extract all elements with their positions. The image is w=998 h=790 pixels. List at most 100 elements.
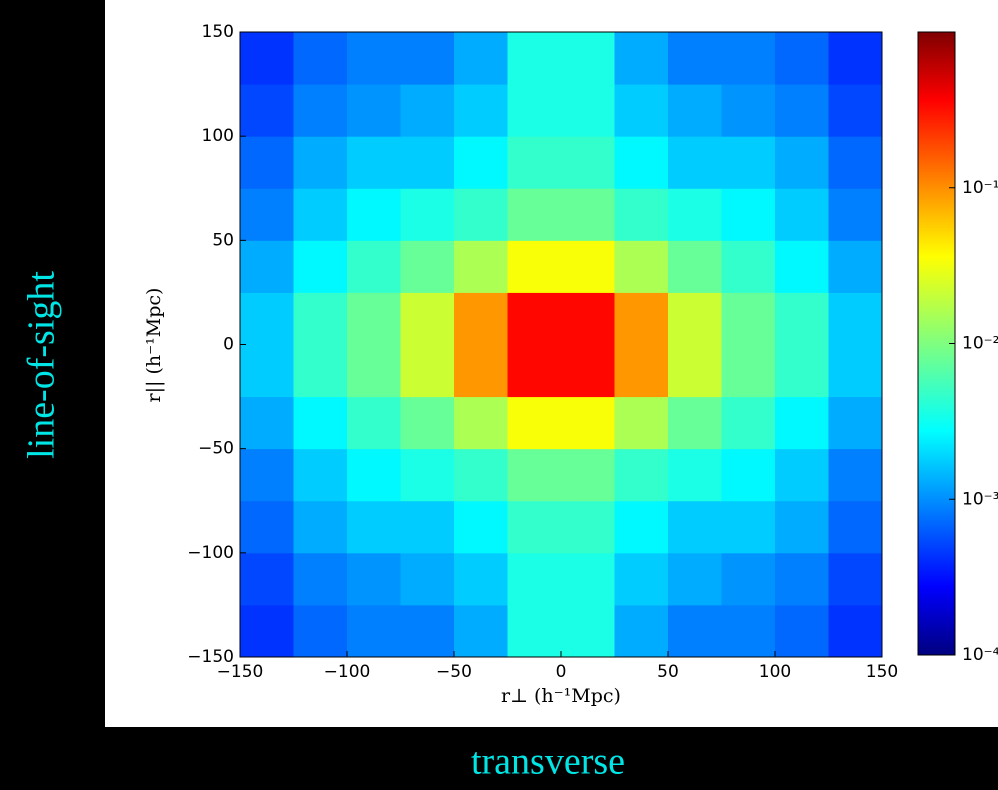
heat-cell bbox=[454, 32, 508, 85]
heat-cell bbox=[614, 396, 669, 450]
heat-cell bbox=[668, 396, 722, 450]
heat-cell bbox=[240, 240, 294, 293]
heat-cell bbox=[721, 396, 776, 450]
heat-cell bbox=[561, 136, 615, 189]
heat-cell bbox=[240, 396, 294, 450]
heat-cell bbox=[400, 32, 455, 85]
heat-cell bbox=[454, 240, 508, 293]
heat-cell bbox=[454, 500, 508, 554]
y-side-label: line-of-sight bbox=[21, 271, 63, 459]
heat-cell bbox=[561, 188, 615, 241]
heat-cell bbox=[828, 292, 883, 345]
heat-cell bbox=[347, 188, 401, 241]
heat-cell bbox=[240, 344, 294, 398]
heat-cell bbox=[775, 292, 829, 345]
y-tick-label: 50 bbox=[212, 230, 234, 250]
heat-cell bbox=[721, 188, 776, 241]
heat-cell bbox=[561, 84, 615, 137]
heat-cell bbox=[347, 344, 401, 398]
heat-cell bbox=[614, 84, 669, 137]
heat-cell bbox=[614, 240, 669, 293]
heat-cell bbox=[614, 552, 669, 606]
heat-cell bbox=[240, 188, 294, 241]
x-tick-label: −50 bbox=[436, 662, 472, 682]
heat-cell bbox=[614, 344, 669, 398]
heat-cell bbox=[454, 604, 508, 658]
heat-cell bbox=[347, 396, 401, 450]
heat-cell bbox=[668, 32, 722, 85]
heat-cell bbox=[668, 292, 722, 345]
heat-cell bbox=[240, 292, 294, 345]
heat-cell bbox=[400, 188, 455, 241]
heat-cell bbox=[347, 84, 401, 137]
heat-cell bbox=[507, 500, 562, 554]
heat-cell bbox=[293, 552, 348, 606]
heat-cell bbox=[614, 448, 669, 502]
heat-cell bbox=[668, 448, 722, 502]
heat-cell bbox=[240, 604, 294, 658]
heat-cell bbox=[614, 32, 669, 85]
heat-cell bbox=[775, 552, 829, 606]
colorbar-tick-label: 10⁻² bbox=[962, 334, 998, 354]
x-tick-label: −100 bbox=[324, 662, 371, 682]
heat-cell bbox=[293, 32, 348, 85]
y-tick-label: −150 bbox=[187, 647, 234, 667]
heat-cell bbox=[347, 240, 401, 293]
colorbar bbox=[917, 31, 956, 656]
heat-cell bbox=[454, 84, 508, 137]
heat-cell bbox=[400, 292, 455, 345]
heat-cell bbox=[775, 32, 829, 85]
heat-cell bbox=[293, 292, 348, 345]
heat-cell bbox=[668, 240, 722, 293]
heat-cell bbox=[561, 448, 615, 502]
heat-cell bbox=[347, 448, 401, 502]
heat-cell bbox=[400, 604, 455, 658]
heat-cell bbox=[561, 344, 615, 398]
heat-cell bbox=[454, 188, 508, 241]
heat-cell bbox=[668, 344, 722, 398]
heat-cell bbox=[454, 292, 508, 345]
heat-cell bbox=[721, 84, 776, 137]
heat-cell bbox=[721, 344, 776, 398]
heat-cell bbox=[561, 292, 615, 345]
heat-cell bbox=[347, 552, 401, 606]
heat-cell bbox=[507, 344, 562, 398]
y-tick-label: −50 bbox=[198, 439, 234, 459]
heat-cell bbox=[507, 188, 562, 241]
heat-cell bbox=[828, 240, 883, 293]
heat-cell bbox=[454, 552, 508, 606]
heat-cell bbox=[721, 136, 776, 189]
heat-cell bbox=[347, 32, 401, 85]
heat-cell bbox=[668, 188, 722, 241]
heat-cell bbox=[668, 84, 722, 137]
heat-cell bbox=[614, 188, 669, 241]
heat-cell bbox=[293, 448, 348, 502]
heat-cell bbox=[561, 500, 615, 554]
heat-cell bbox=[293, 84, 348, 137]
heat-cell bbox=[668, 552, 722, 606]
x-tick-label: 50 bbox=[657, 662, 679, 682]
heat-cell bbox=[828, 32, 883, 85]
heat-cell bbox=[400, 344, 455, 398]
x-axis-label: r⊥ (h⁻¹Mpc) bbox=[501, 685, 621, 707]
heat-cell bbox=[721, 32, 776, 85]
heat-cell bbox=[775, 344, 829, 398]
heat-cell bbox=[293, 188, 348, 241]
heat-cell bbox=[561, 240, 615, 293]
y-axis-label: r|| (h⁻¹Mpc) bbox=[143, 288, 165, 403]
heat-cell bbox=[293, 396, 348, 450]
heat-cell bbox=[347, 604, 401, 658]
heat-cell bbox=[507, 604, 562, 658]
heat-cell bbox=[293, 344, 348, 398]
heat-cell bbox=[721, 552, 776, 606]
heat-cell bbox=[775, 240, 829, 293]
heat-cell bbox=[240, 136, 294, 189]
heat-cell bbox=[828, 344, 883, 398]
heat-cell bbox=[614, 292, 669, 345]
heat-cell bbox=[721, 240, 776, 293]
y-tick-label: −100 bbox=[187, 543, 234, 563]
heat-cell bbox=[721, 604, 776, 658]
heat-cell bbox=[347, 500, 401, 554]
heat-cell bbox=[775, 188, 829, 241]
